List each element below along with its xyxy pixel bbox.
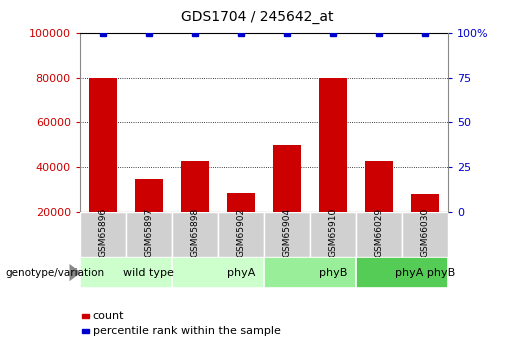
Polygon shape <box>70 264 81 281</box>
Bar <box>135 178 163 212</box>
Bar <box>310 212 356 257</box>
Bar <box>319 78 347 212</box>
Bar <box>80 212 126 257</box>
Text: GDS1704 / 245642_at: GDS1704 / 245642_at <box>181 10 334 24</box>
Bar <box>402 212 448 257</box>
Text: GSM66030: GSM66030 <box>421 208 430 257</box>
Bar <box>264 257 356 288</box>
Text: GSM65902: GSM65902 <box>236 208 246 257</box>
Bar <box>82 329 89 333</box>
Bar <box>181 160 209 212</box>
Text: GSM65898: GSM65898 <box>191 208 199 257</box>
Text: phyB: phyB <box>319 268 347 277</box>
Text: genotype/variation: genotype/variation <box>5 268 104 277</box>
Text: GSM65904: GSM65904 <box>282 208 291 257</box>
Bar <box>264 212 310 257</box>
Bar <box>273 145 301 212</box>
Bar <box>365 160 393 212</box>
Text: GSM65910: GSM65910 <box>329 208 337 257</box>
Bar <box>218 212 264 257</box>
Bar <box>89 78 116 212</box>
Bar <box>82 314 89 318</box>
Text: count: count <box>93 311 124 321</box>
Bar <box>126 212 172 257</box>
Bar <box>356 257 448 288</box>
Text: phyA phyB: phyA phyB <box>395 268 455 277</box>
Bar <box>227 193 255 212</box>
Text: wild type: wild type <box>124 268 174 277</box>
Bar <box>172 212 218 257</box>
Bar <box>80 257 172 288</box>
Bar <box>356 212 402 257</box>
Bar <box>172 257 264 288</box>
Text: phyA: phyA <box>227 268 255 277</box>
Text: percentile rank within the sample: percentile rank within the sample <box>93 326 281 336</box>
Text: GSM65896: GSM65896 <box>98 208 107 257</box>
Text: GSM66029: GSM66029 <box>374 208 384 257</box>
Bar <box>411 194 439 212</box>
Text: GSM65897: GSM65897 <box>144 208 153 257</box>
